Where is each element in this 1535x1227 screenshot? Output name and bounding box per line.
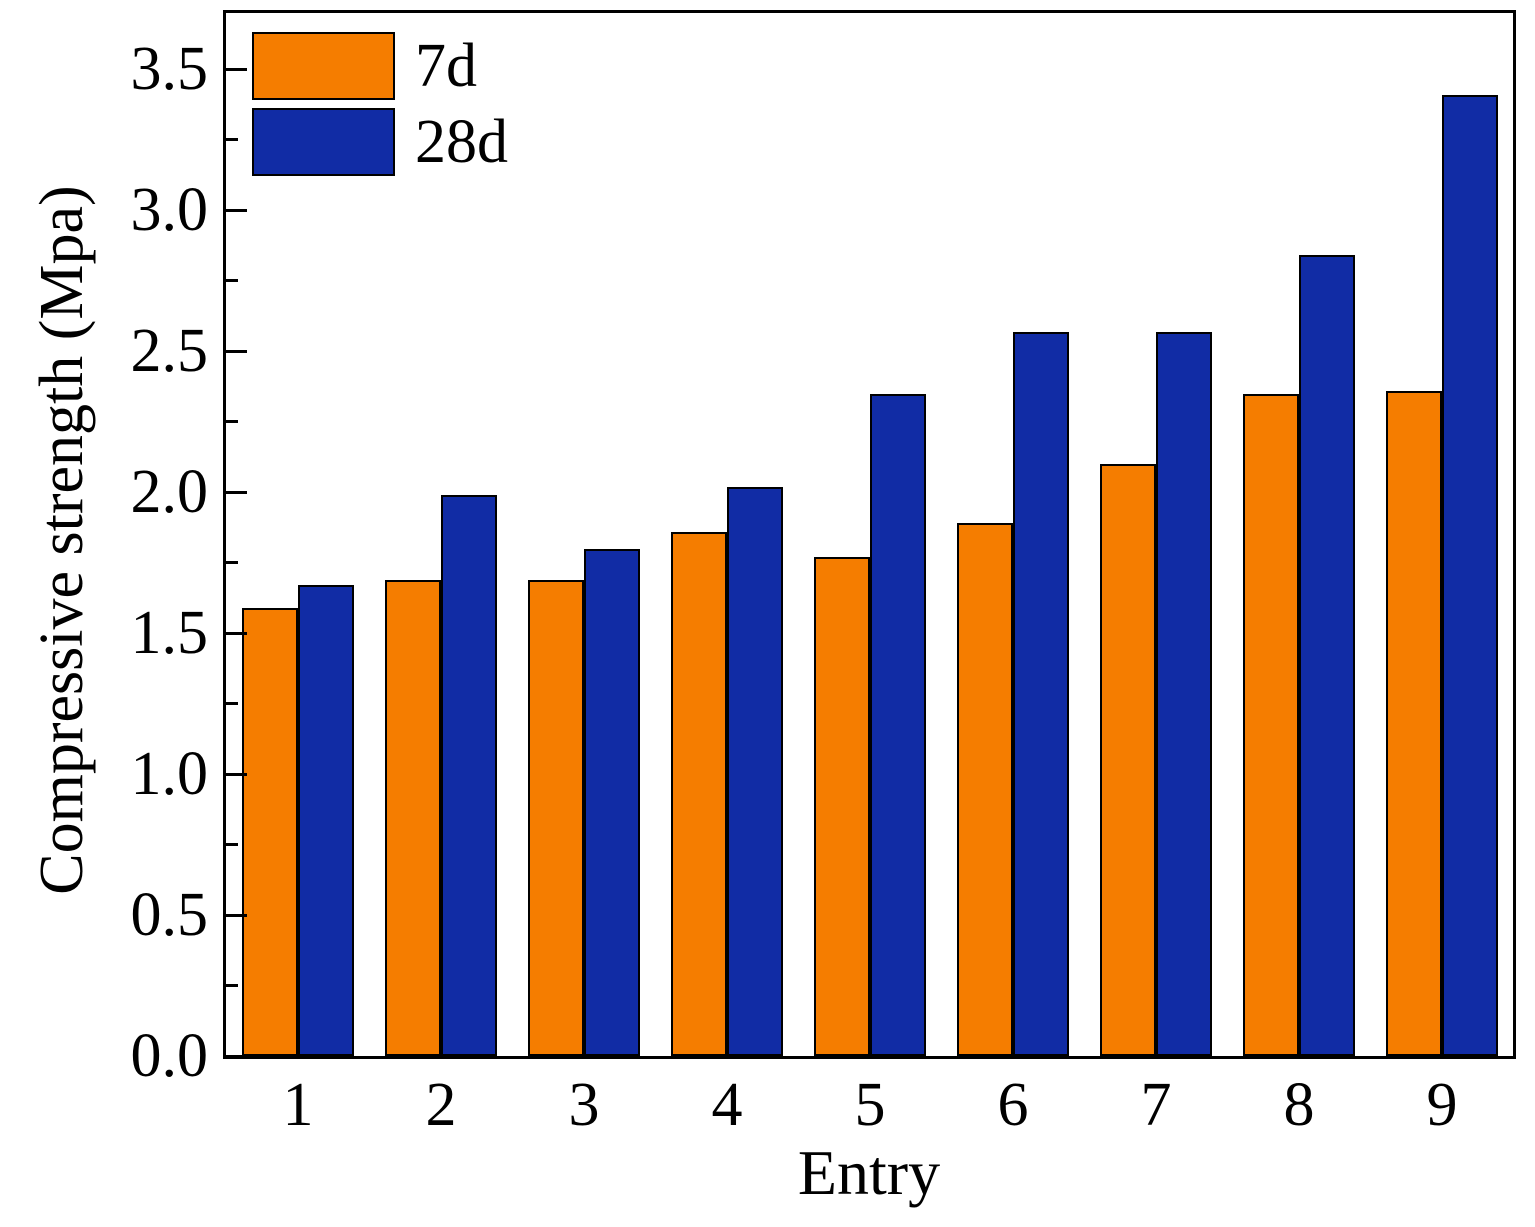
y-major-tick-0.0 [226, 1055, 247, 1058]
y-major-tick-1.5 [226, 632, 247, 635]
legend-label-28d: 28d [415, 108, 508, 176]
y-tick-label-0.5: 0.5 [130, 881, 209, 949]
y-tick-label-3.0: 3.0 [130, 176, 209, 244]
x-tick-label-5: 5 [854, 1071, 886, 1139]
y-minor-tick-0.75 [226, 843, 238, 846]
y-tick-label-3.5: 3.5 [130, 35, 209, 103]
x-tick-label-3: 3 [568, 1071, 600, 1139]
legend-swatch-28d [252, 108, 395, 176]
bar-28d-entry-5 [870, 394, 926, 1056]
legend: 7d 28d [252, 32, 508, 184]
bar-7d-entry-2 [385, 580, 441, 1056]
y-major-tick-3.5 [226, 68, 247, 71]
bar-7d-entry-7 [1100, 464, 1156, 1056]
x-tick-label-6: 6 [997, 1071, 1029, 1139]
y-minor-tick-1.25 [226, 702, 238, 705]
x-tick-label-9: 9 [1426, 1071, 1458, 1139]
x-tick-label-8: 8 [1283, 1071, 1315, 1139]
bar-28d-entry-7 [1156, 332, 1212, 1056]
x-tick-label-2: 2 [425, 1071, 457, 1139]
y-major-tick-2.0 [226, 491, 247, 494]
bar-28d-entry-1 [298, 585, 354, 1056]
y-tick-label-2.5: 2.5 [130, 317, 209, 385]
bar-7d-entry-5 [814, 557, 870, 1056]
y-major-tick-2.5 [226, 350, 247, 353]
y-tick-label-1.5: 1.5 [130, 599, 209, 667]
x-tick-label-1: 1 [282, 1071, 314, 1139]
y-tick-label-1.0: 1.0 [130, 740, 209, 808]
y-tick-label-0.0: 0.0 [130, 1022, 209, 1090]
legend-item-7d: 7d [252, 32, 508, 100]
y-major-tick-3.0 [226, 209, 247, 212]
bar-28d-entry-3 [584, 549, 640, 1056]
plot-area: 7d 28d [223, 10, 1516, 1059]
y-minor-tick-3.25 [226, 138, 238, 141]
bar-7d-entry-3 [528, 580, 584, 1056]
x-tick-3 [582, 1038, 585, 1056]
bar-28d-entry-2 [441, 495, 497, 1056]
legend-label-7d: 7d [415, 32, 477, 100]
x-tick-7 [1154, 1038, 1157, 1056]
y-minor-tick-2.75 [226, 279, 238, 282]
x-tick-label-7: 7 [1140, 1071, 1172, 1139]
x-tick-4 [725, 1038, 728, 1056]
bar-7d-entry-8 [1243, 394, 1299, 1056]
y-major-tick-1.0 [226, 773, 247, 776]
x-tick-label-4: 4 [711, 1071, 743, 1139]
bar-7d-entry-4 [671, 532, 727, 1056]
y-major-tick-0.5 [226, 914, 247, 917]
bar-28d-entry-4 [727, 487, 783, 1056]
y-tick-label-2.0: 2.0 [130, 458, 209, 526]
x-tick-5 [868, 1038, 871, 1056]
x-tick-9 [1440, 1038, 1443, 1056]
bar-28d-entry-6 [1013, 332, 1069, 1056]
x-tick-1 [296, 1038, 299, 1056]
legend-item-28d: 28d [252, 108, 508, 176]
legend-swatch-7d [252, 32, 395, 100]
bar-7d-entry-9 [1386, 391, 1442, 1056]
x-axis-title: Entry [797, 1137, 941, 1208]
y-minor-tick-1.75 [226, 561, 238, 564]
bar-28d-entry-8 [1299, 255, 1355, 1056]
bar-7d-entry-6 [957, 523, 1013, 1056]
y-minor-tick-2.25 [226, 420, 238, 423]
x-tick-8 [1297, 1038, 1300, 1056]
x-tick-2 [439, 1038, 442, 1056]
bar-28d-entry-9 [1442, 95, 1498, 1056]
bar-7d-entry-1 [242, 608, 298, 1056]
y-minor-tick-0.25 [226, 984, 238, 987]
x-tick-6 [1011, 1038, 1014, 1056]
